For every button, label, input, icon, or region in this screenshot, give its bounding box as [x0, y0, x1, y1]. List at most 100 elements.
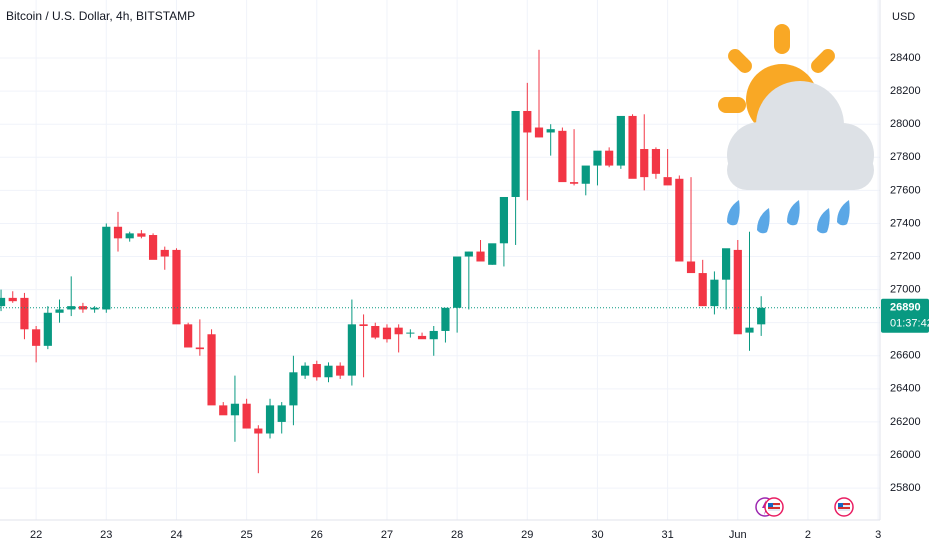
- x-tick-label: Jun: [729, 529, 747, 541]
- currency-label: USD: [892, 11, 915, 23]
- candle-body: [745, 327, 754, 333]
- y-tick-label: 25800: [890, 482, 921, 494]
- candle-body: [172, 249, 181, 325]
- x-tick-label: 28: [451, 529, 463, 541]
- x-tick-label: 3: [875, 529, 881, 541]
- y-tick-label: 26600: [890, 350, 921, 362]
- candle-body: [417, 335, 427, 340]
- y-tick-label: 26000: [890, 449, 921, 461]
- x-tick-label: 24: [170, 529, 182, 541]
- candle-body: [686, 261, 696, 274]
- x-tick-label: 26: [311, 529, 323, 541]
- candle-body: [453, 256, 462, 308]
- x-tick-label: 27: [381, 529, 393, 541]
- candle-body: [301, 365, 310, 376]
- candle-body: [277, 405, 286, 422]
- candle-body: [148, 235, 158, 260]
- candle-body: [675, 178, 684, 262]
- candle-body: [125, 233, 134, 239]
- y-tick-label: 27600: [890, 184, 921, 196]
- candle-body: [406, 332, 415, 334]
- candle-body: [616, 115, 625, 166]
- last-price-box: [881, 298, 929, 333]
- candle-body: [289, 372, 298, 406]
- event-icons: [755, 497, 854, 517]
- candle-body: [242, 403, 251, 429]
- candle-body: [757, 307, 766, 325]
- y-tick-label: 27400: [890, 217, 921, 229]
- candle-body: [347, 324, 356, 376]
- candle-body: [230, 403, 240, 416]
- candle-body: [32, 329, 41, 346]
- x-tick-label: 23: [100, 529, 112, 541]
- candle-body: [90, 307, 99, 310]
- candle-body: [43, 312, 52, 346]
- candle-body: [511, 110, 520, 197]
- candle-body: [698, 273, 707, 307]
- x-tick-label: 25: [241, 529, 253, 541]
- overlay: 2580026000262002640026600268002700027200…: [0, 52, 932, 541]
- candle-body: [20, 297, 29, 330]
- candle-body: [67, 306, 76, 310]
- candle-body: [8, 297, 17, 302]
- candle-body: [722, 248, 731, 280]
- weather-icon: [718, 24, 874, 234]
- x-tick-label: 22: [30, 529, 42, 541]
- candle-body: [324, 365, 333, 378]
- y-tick-label: 28000: [890, 118, 921, 130]
- candle-body: [640, 149, 649, 178]
- candle-body: [710, 279, 719, 307]
- candle-body: [102, 226, 111, 310]
- candle-body: [55, 309, 64, 313]
- y-tick-label: 26200: [890, 416, 921, 428]
- candle-body: [476, 251, 485, 262]
- candle-body: [0, 297, 6, 307]
- candle-body: [312, 364, 321, 378]
- countdown-label: 01:37:42: [890, 318, 932, 330]
- candle-body: [523, 110, 532, 133]
- candle-body: [464, 251, 473, 257]
- candle-body: [207, 334, 216, 406]
- candle-body: [219, 405, 228, 416]
- y-tick-label: 26400: [890, 383, 921, 395]
- last-price-label: 26890: [890, 302, 921, 314]
- candle-body: [441, 307, 450, 331]
- candle-body: [569, 182, 579, 184]
- candle-body: [499, 196, 509, 244]
- candle-body: [184, 324, 193, 348]
- y-tick-label: 28400: [890, 52, 921, 64]
- candle-body: [546, 129, 555, 133]
- candle-body: [488, 243, 497, 265]
- candle-body: [113, 226, 123, 239]
- y-tick-label: 27200: [890, 250, 921, 262]
- y-tick-label: 27000: [890, 284, 921, 296]
- candle-body: [336, 365, 345, 376]
- candle-body: [382, 327, 392, 340]
- y-tick-label: 27800: [890, 151, 921, 163]
- candle-body: [394, 327, 403, 335]
- candle-body: [429, 330, 438, 340]
- candle-body: [581, 165, 590, 184]
- x-tick-label: 29: [521, 529, 533, 541]
- x-tick-label: 2: [805, 529, 811, 541]
- candle-body: [195, 347, 204, 350]
- candle-body: [534, 127, 544, 138]
- candle-body: [733, 249, 742, 335]
- candle-body: [160, 249, 169, 257]
- x-tick-label: 30: [591, 529, 603, 541]
- y-tick-label: 28200: [890, 85, 921, 97]
- candle-body: [593, 150, 602, 166]
- candle-body: [651, 149, 661, 174]
- candle-body: [137, 233, 146, 237]
- x-tick-label: 31: [662, 529, 674, 541]
- candle-body: [371, 325, 380, 338]
- candle-body: [558, 130, 567, 183]
- chart-title: Bitcoin / U.S. Dollar, 4h, BITSTAMP: [6, 9, 195, 23]
- candle-body: [254, 428, 263, 434]
- candle-body: [628, 115, 637, 179]
- candle-body: [663, 177, 672, 186]
- candle-body: [265, 405, 275, 434]
- candle-body: [359, 324, 368, 326]
- candle-body: [78, 306, 88, 310]
